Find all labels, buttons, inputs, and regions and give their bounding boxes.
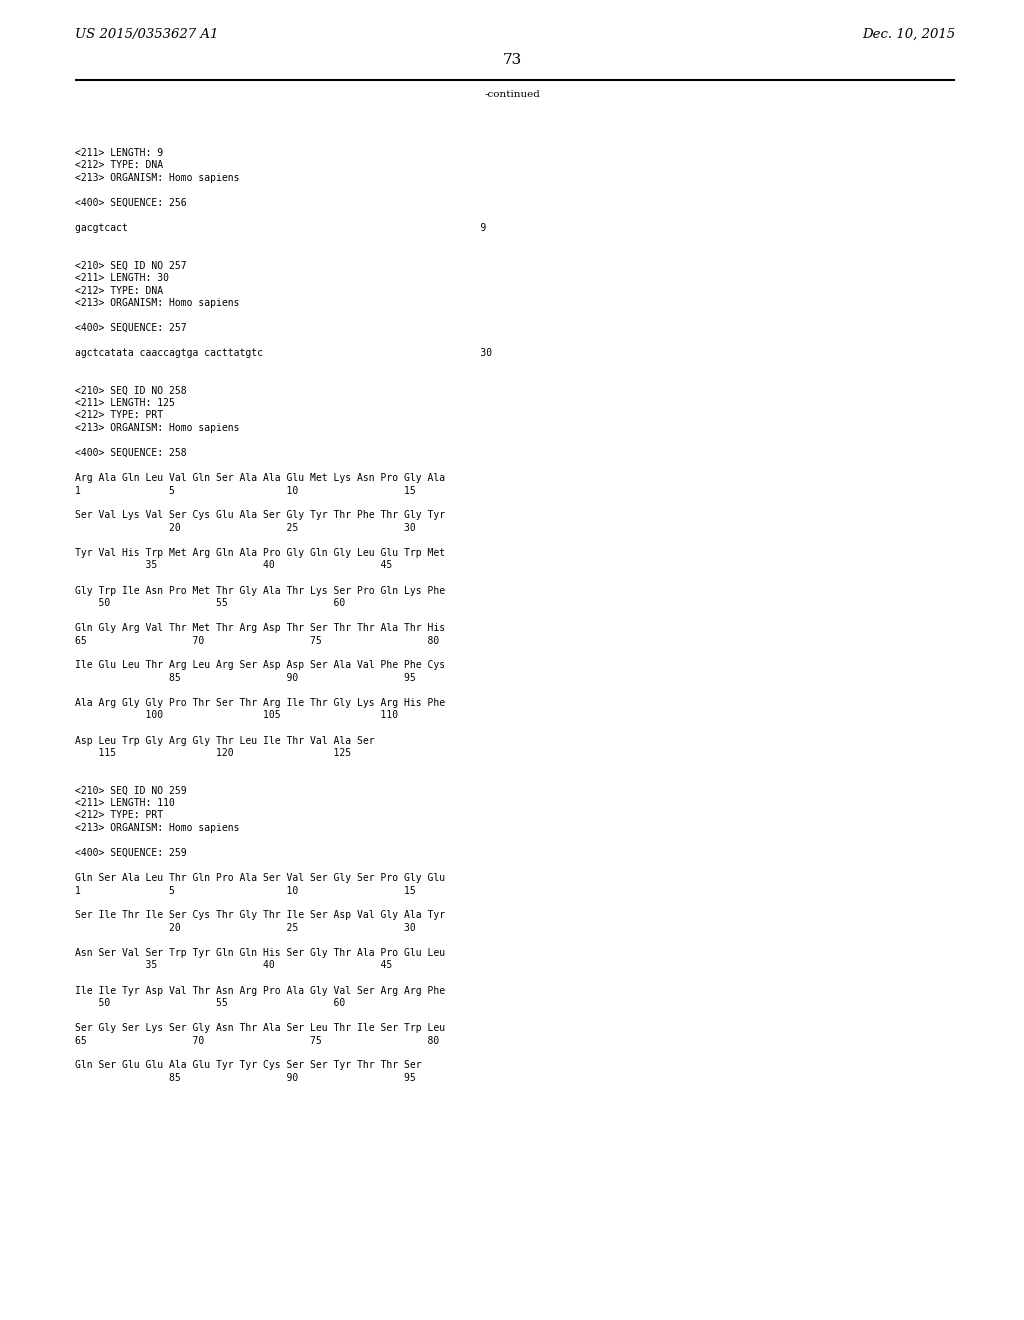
Text: 73: 73 [503,53,521,67]
Text: <213> ORGANISM: Homo sapiens: <213> ORGANISM: Homo sapiens [75,298,240,308]
Text: Ser Gly Ser Lys Ser Gly Asn Thr Ala Ser Leu Thr Ile Ser Trp Leu: Ser Gly Ser Lys Ser Gly Asn Thr Ala Ser … [75,1023,445,1034]
Text: <211> LENGTH: 30: <211> LENGTH: 30 [75,273,169,282]
Text: <212> TYPE: PRT: <212> TYPE: PRT [75,411,163,421]
Text: <210> SEQ ID NO 258: <210> SEQ ID NO 258 [75,385,186,396]
Text: 115                 120                 125: 115 120 125 [75,748,351,758]
Text: <213> ORGANISM: Homo sapiens: <213> ORGANISM: Homo sapiens [75,173,240,183]
Text: 50                  55                  60: 50 55 60 [75,598,345,609]
Text: agctcatata caaccagtga cacttatgtc                                     30: agctcatata caaccagtga cacttatgtc 30 [75,348,493,358]
Text: Gly Trp Ile Asn Pro Met Thr Gly Ala Thr Lys Ser Pro Gln Lys Phe: Gly Trp Ile Asn Pro Met Thr Gly Ala Thr … [75,586,445,595]
Text: <400> SEQUENCE: 259: <400> SEQUENCE: 259 [75,847,186,858]
Text: <212> TYPE: DNA: <212> TYPE: DNA [75,161,163,170]
Text: 65                  70                  75                  80: 65 70 75 80 [75,635,439,645]
Text: 85                  90                  95: 85 90 95 [75,673,416,682]
Text: <211> LENGTH: 125: <211> LENGTH: 125 [75,399,175,408]
Text: Ile Glu Leu Thr Arg Leu Arg Ser Asp Asp Ser Ala Val Phe Phe Cys: Ile Glu Leu Thr Arg Leu Arg Ser Asp Asp … [75,660,445,671]
Text: 20                  25                  30: 20 25 30 [75,523,416,533]
Text: 100                 105                 110: 100 105 110 [75,710,398,721]
Text: Asn Ser Val Ser Trp Tyr Gln Gln His Ser Gly Thr Ala Pro Glu Leu: Asn Ser Val Ser Trp Tyr Gln Gln His Ser … [75,948,445,958]
Text: 85                  90                  95: 85 90 95 [75,1073,416,1082]
Text: <400> SEQUENCE: 257: <400> SEQUENCE: 257 [75,323,186,333]
Text: Asp Leu Trp Gly Arg Gly Thr Leu Ile Thr Val Ala Ser: Asp Leu Trp Gly Arg Gly Thr Leu Ile Thr … [75,735,375,746]
Text: Gln Ser Glu Glu Ala Glu Tyr Tyr Cys Ser Ser Tyr Thr Thr Ser: Gln Ser Glu Glu Ala Glu Tyr Tyr Cys Ser … [75,1060,422,1071]
Text: US 2015/0353627 A1: US 2015/0353627 A1 [75,28,218,41]
Text: 1               5                   10                  15: 1 5 10 15 [75,886,416,895]
Text: <210> SEQ ID NO 259: <210> SEQ ID NO 259 [75,785,186,796]
Text: Ser Ile Thr Ile Ser Cys Thr Gly Thr Ile Ser Asp Val Gly Ala Tyr: Ser Ile Thr Ile Ser Cys Thr Gly Thr Ile … [75,911,445,920]
Text: <400> SEQUENCE: 256: <400> SEQUENCE: 256 [75,198,186,209]
Text: gacgtcact                                                            9: gacgtcact 9 [75,223,486,234]
Text: 35                  40                  45: 35 40 45 [75,961,392,970]
Text: Ala Arg Gly Gly Pro Thr Ser Thr Arg Ile Thr Gly Lys Arg His Phe: Ala Arg Gly Gly Pro Thr Ser Thr Arg Ile … [75,698,445,708]
Text: Gln Ser Ala Leu Thr Gln Pro Ala Ser Val Ser Gly Ser Pro Gly Glu: Gln Ser Ala Leu Thr Gln Pro Ala Ser Val … [75,873,445,883]
Text: 1               5                   10                  15: 1 5 10 15 [75,486,416,495]
Text: Ser Val Lys Val Ser Cys Glu Ala Ser Gly Tyr Thr Phe Thr Gly Tyr: Ser Val Lys Val Ser Cys Glu Ala Ser Gly … [75,511,445,520]
Text: <400> SEQUENCE: 258: <400> SEQUENCE: 258 [75,447,186,458]
Text: <213> ORGANISM: Homo sapiens: <213> ORGANISM: Homo sapiens [75,822,240,833]
Text: 20                  25                  30: 20 25 30 [75,923,416,933]
Text: 65                  70                  75                  80: 65 70 75 80 [75,1035,439,1045]
Text: Dec. 10, 2015: Dec. 10, 2015 [862,28,955,41]
Text: <211> LENGTH: 110: <211> LENGTH: 110 [75,799,175,808]
Text: <210> SEQ ID NO 257: <210> SEQ ID NO 257 [75,260,186,271]
Text: Arg Ala Gln Leu Val Gln Ser Ala Ala Glu Met Lys Asn Pro Gly Ala: Arg Ala Gln Leu Val Gln Ser Ala Ala Glu … [75,473,445,483]
Text: <213> ORGANISM: Homo sapiens: <213> ORGANISM: Homo sapiens [75,422,240,433]
Text: 35                  40                  45: 35 40 45 [75,561,392,570]
Text: Ile Ile Tyr Asp Val Thr Asn Arg Pro Ala Gly Val Ser Arg Arg Phe: Ile Ile Tyr Asp Val Thr Asn Arg Pro Ala … [75,986,445,995]
Text: <212> TYPE: DNA: <212> TYPE: DNA [75,285,163,296]
Text: 50                  55                  60: 50 55 60 [75,998,345,1008]
Text: -continued: -continued [484,90,540,99]
Text: Tyr Val His Trp Met Arg Gln Ala Pro Gly Gln Gly Leu Glu Trp Met: Tyr Val His Trp Met Arg Gln Ala Pro Gly … [75,548,445,558]
Text: <211> LENGTH: 9: <211> LENGTH: 9 [75,148,163,158]
Text: <212> TYPE: PRT: <212> TYPE: PRT [75,810,163,821]
Text: Gln Gly Arg Val Thr Met Thr Arg Asp Thr Ser Thr Thr Ala Thr His: Gln Gly Arg Val Thr Met Thr Arg Asp Thr … [75,623,445,634]
